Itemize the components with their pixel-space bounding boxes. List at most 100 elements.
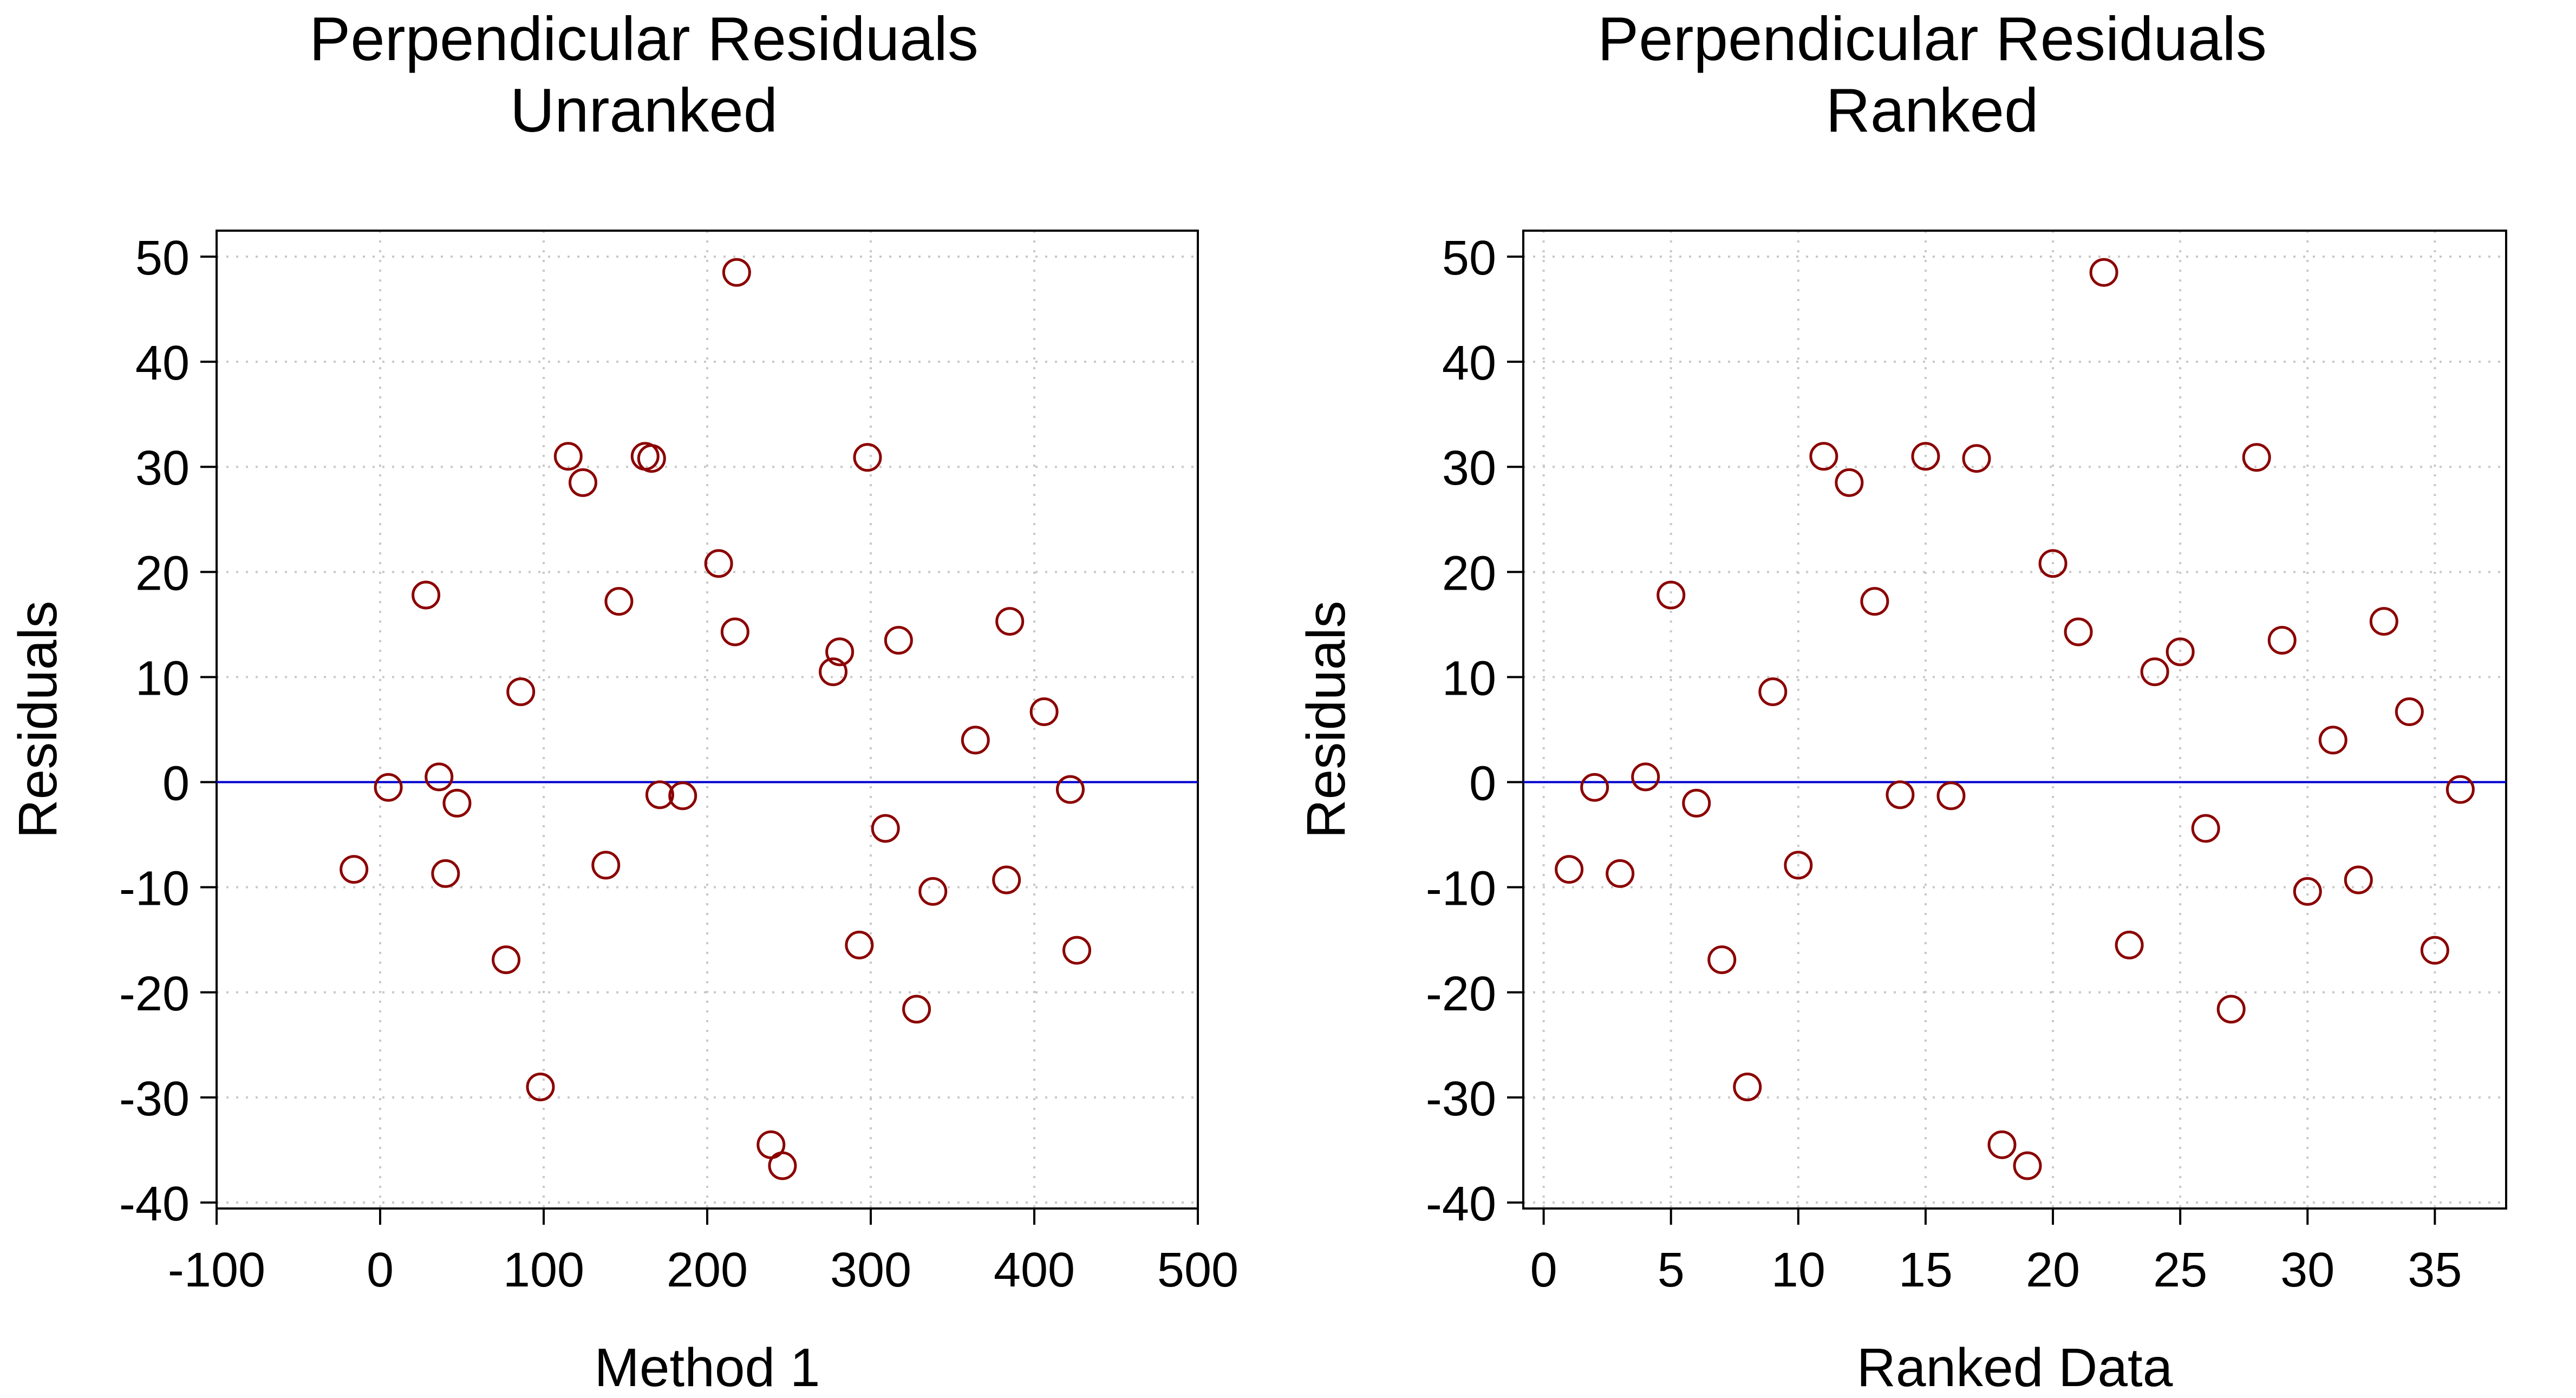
data-point (412, 580, 441, 610)
data-point (1707, 945, 1737, 975)
data-point (637, 444, 666, 473)
data-point (1911, 442, 1940, 471)
data-point (1936, 781, 1966, 811)
data-point (1631, 762, 1660, 792)
data-point (2038, 549, 2068, 578)
data-point (2242, 443, 2271, 472)
data-point (2191, 814, 2220, 843)
data-point (1860, 587, 1889, 616)
data-point (2344, 865, 2373, 894)
y-tick-label: 0 (162, 757, 190, 811)
y-tick-label: -20 (1426, 967, 1496, 1021)
x-tick-label: 20 (2026, 1243, 2080, 1297)
data-point (1886, 780, 1915, 809)
y-tick-label: 10 (135, 651, 190, 705)
data-point (2166, 637, 2195, 667)
y-tick-label: 10 (1442, 651, 1496, 705)
y-tick-label: 30 (135, 441, 190, 495)
data-point (2140, 657, 2169, 687)
x-tick-label: 100 (503, 1243, 584, 1297)
data-point (2064, 617, 2093, 646)
data-point (918, 877, 948, 906)
right-scatter-plot: -40 -30 -20 -10 0 10 20 30 40 50 0 5 10 15 20 25 30 35 (1426, 230, 2507, 1297)
chart-title: Perpendicular Residuals (1597, 5, 2267, 74)
data-point (2395, 697, 2424, 727)
y-axis-label: Residuals (1296, 600, 1357, 839)
x-axis-label: Method 1 (594, 1337, 820, 1398)
x-tick-label: -100 (168, 1243, 265, 1297)
data-point (1835, 468, 1864, 497)
data-point (1987, 1130, 2017, 1159)
y-tick-label: -20 (119, 967, 190, 1021)
data-point (1784, 851, 1813, 880)
data-point (506, 677, 536, 707)
data-point (668, 781, 697, 811)
x-tick-label: 500 (1157, 1243, 1238, 1297)
right-chart-panel: Perpendicular Residuals Ranked -40 -30 -20… (1288, 0, 2576, 1397)
x-tick-label: 300 (830, 1243, 911, 1297)
y-tick-label: 20 (135, 546, 190, 600)
y-tick-label: 40 (1442, 336, 1496, 390)
data-point (704, 549, 733, 578)
x-axis-label: Ranked Data (1856, 1337, 2173, 1398)
data-point (2089, 258, 2118, 287)
data-point (604, 587, 634, 616)
x-tick-label: 5 (1658, 1243, 1685, 1297)
y-tick-label: 40 (135, 336, 190, 390)
y-tick-label: -30 (119, 1072, 190, 1126)
y-tick-label: 20 (1442, 546, 1496, 600)
data-point (425, 762, 454, 792)
x-tick-label: 25 (2153, 1243, 2207, 1297)
x-tick-label: 10 (1771, 1243, 1825, 1297)
x-tick-label: 0 (367, 1243, 394, 1297)
data-point (768, 1151, 797, 1180)
y-tick-label: -30 (1426, 1072, 1496, 1126)
data-point (1758, 677, 1788, 707)
x-tick-label: 0 (1530, 1243, 1557, 1297)
y-tick-label: -10 (1426, 862, 1496, 916)
x-tick-label: 30 (2280, 1243, 2334, 1297)
data-point (845, 930, 874, 959)
data-point (884, 626, 913, 655)
x-tick-label: 35 (2408, 1243, 2462, 1297)
data-point (442, 788, 472, 818)
data-point (568, 468, 597, 497)
data-point (2445, 775, 2475, 804)
data-point (645, 780, 674, 809)
data-point (1682, 788, 1711, 818)
data-point (553, 442, 583, 471)
data-point (591, 851, 621, 880)
x-tick-label: 400 (994, 1243, 1075, 1297)
data-point (431, 859, 460, 888)
y-tick-label: 50 (135, 231, 190, 285)
data-point (1555, 855, 1584, 884)
data-point (2115, 930, 2144, 959)
data-point (1962, 444, 1991, 473)
data-point (853, 443, 882, 472)
data-point (1580, 773, 1609, 802)
data-point (720, 617, 749, 646)
chart-subtitle: Unranked (510, 76, 778, 145)
y-axis-label: Residuals (8, 600, 68, 839)
data-point (2216, 995, 2246, 1024)
data-point (995, 607, 1025, 636)
left-chart-panel: Perpendicular Residuals Unranked -40 -30 -… (0, 0, 1288, 1397)
data-point (2318, 726, 2347, 755)
y-tick-label: -40 (1426, 1177, 1496, 1231)
chart-subtitle: Ranked (1825, 76, 2039, 145)
data-point (2267, 626, 2297, 655)
data-point (2369, 607, 2398, 636)
y-tick-label: 30 (1442, 441, 1496, 495)
data-point (992, 865, 1021, 894)
data-point (902, 995, 931, 1024)
y-tick-label: 50 (1442, 231, 1496, 285)
data-point (526, 1072, 555, 1101)
data-point (340, 855, 369, 884)
data-point (825, 637, 855, 667)
data-point (1055, 775, 1085, 804)
data-point (819, 657, 848, 687)
data-point (961, 726, 990, 755)
data-point (1733, 1072, 1762, 1101)
data-point (492, 945, 521, 975)
